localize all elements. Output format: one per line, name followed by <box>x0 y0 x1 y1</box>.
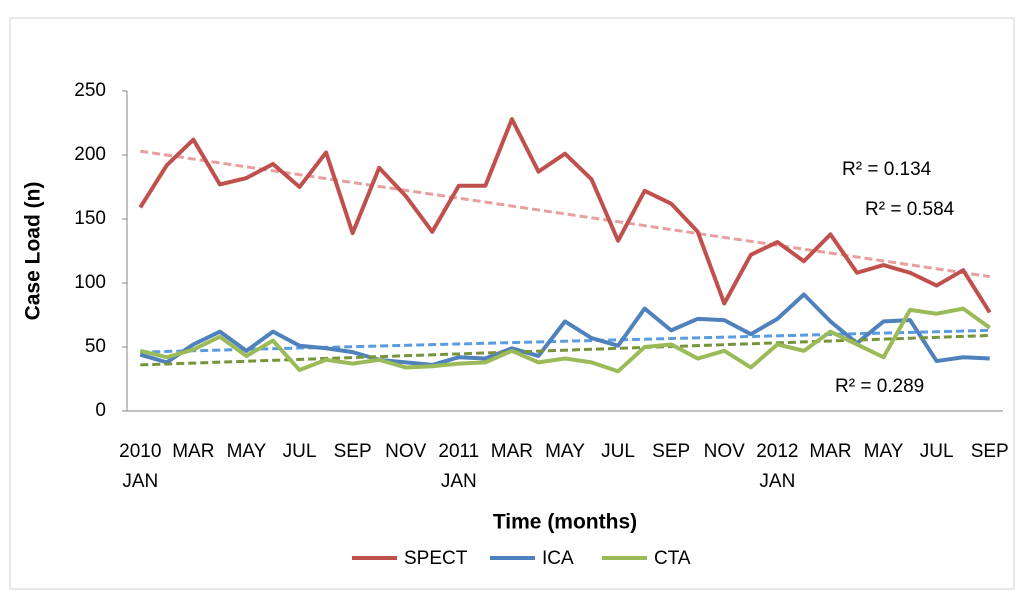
trend-line <box>140 149 990 279</box>
legend-label: SPECT <box>404 548 468 569</box>
y-axis-title: Case Load (n) <box>22 182 45 321</box>
annotation: R² = 0.289 <box>835 376 924 397</box>
x-tick-label: JUL <box>919 441 954 462</box>
series-line <box>138 117 992 314</box>
x-tick-label: JUL <box>601 441 635 462</box>
x-tick-label: MAY <box>863 441 904 462</box>
y-tick-label: 100 <box>74 272 106 293</box>
x-tick-label: MAY <box>226 441 267 462</box>
y-tick-label: 150 <box>74 208 106 229</box>
y-tick-label: 250 <box>74 80 106 101</box>
legend-label: ICA <box>542 548 574 569</box>
x-tick-label: SEP <box>333 441 372 462</box>
x-tick-label: MAR <box>490 441 534 462</box>
x-tick-label: 2012 JAN <box>756 441 799 492</box>
x-tick-label: MAR <box>809 441 852 462</box>
y-tick-label: 200 <box>74 144 106 165</box>
x-tick-label: NOV <box>385 441 427 462</box>
x-tick-label: MAY <box>545 441 585 462</box>
annotation: R² = 0.134 <box>842 159 932 180</box>
y-tick-label: 0 <box>95 400 106 421</box>
x-tick-label: SEP <box>970 441 1009 462</box>
x-tick-label: JUL <box>282 441 317 462</box>
y-tick-label: 50 <box>85 336 106 357</box>
x-tick-label: 2010 JAN <box>119 441 162 492</box>
x-tick-label: 2011 JAN <box>438 441 480 492</box>
x-tick-label: SEP <box>652 441 691 462</box>
series-line <box>139 292 990 367</box>
series-line <box>139 306 991 374</box>
legend-label: CTA <box>654 548 691 569</box>
x-axis-title: Time (months) <box>493 511 637 534</box>
annotation: R² = 0.584 <box>865 199 955 220</box>
x-tick-label: MAR <box>172 441 215 462</box>
x-tick-label: NOV <box>703 441 745 462</box>
chart-frame <box>9 17 1015 590</box>
